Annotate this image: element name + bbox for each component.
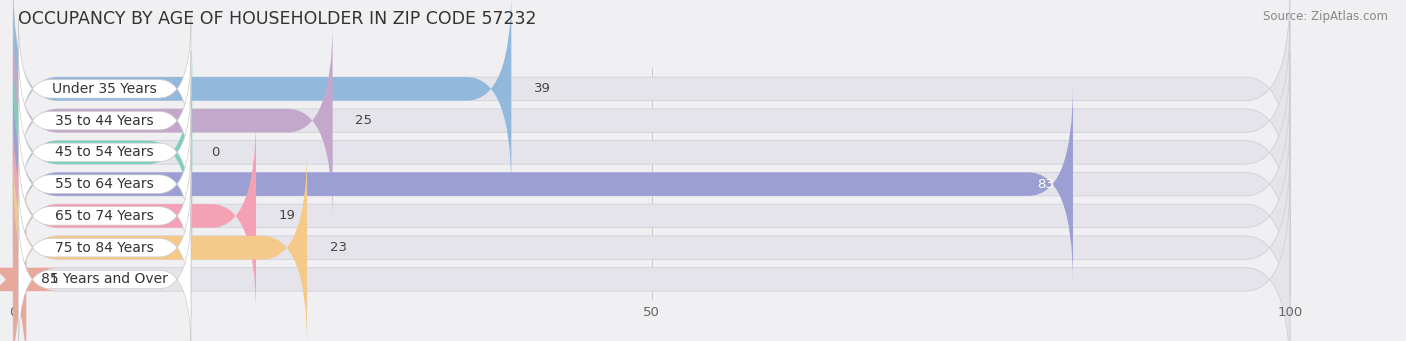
FancyBboxPatch shape [18, 19, 191, 159]
FancyBboxPatch shape [18, 178, 191, 318]
FancyBboxPatch shape [13, 21, 333, 220]
Text: 0: 0 [211, 146, 219, 159]
FancyBboxPatch shape [13, 53, 193, 252]
Text: 65 to 74 Years: 65 to 74 Years [55, 209, 155, 223]
Text: 83: 83 [1036, 178, 1053, 191]
Text: 75 to 84 Years: 75 to 84 Years [55, 241, 155, 255]
FancyBboxPatch shape [13, 0, 512, 188]
FancyBboxPatch shape [13, 21, 1289, 220]
FancyBboxPatch shape [0, 180, 58, 341]
FancyBboxPatch shape [18, 114, 191, 254]
Text: 23: 23 [330, 241, 347, 254]
Text: Under 35 Years: Under 35 Years [52, 82, 157, 96]
FancyBboxPatch shape [18, 82, 191, 223]
Text: 25: 25 [356, 114, 373, 127]
FancyBboxPatch shape [13, 117, 1289, 315]
Text: Source: ZipAtlas.com: Source: ZipAtlas.com [1263, 10, 1388, 23]
Text: 55 to 64 Years: 55 to 64 Years [55, 177, 155, 191]
FancyBboxPatch shape [13, 0, 1289, 188]
Text: 85 Years and Over: 85 Years and Over [41, 272, 169, 286]
Text: OCCUPANCY BY AGE OF HOUSEHOLDER IN ZIP CODE 57232: OCCUPANCY BY AGE OF HOUSEHOLDER IN ZIP C… [18, 10, 537, 28]
Text: 35 to 44 Years: 35 to 44 Years [55, 114, 155, 128]
FancyBboxPatch shape [13, 148, 1289, 341]
FancyBboxPatch shape [13, 53, 1289, 252]
FancyBboxPatch shape [18, 146, 191, 286]
FancyBboxPatch shape [13, 85, 1073, 284]
FancyBboxPatch shape [13, 180, 1289, 341]
FancyBboxPatch shape [13, 148, 307, 341]
FancyBboxPatch shape [13, 85, 1289, 284]
Text: 19: 19 [278, 209, 295, 222]
FancyBboxPatch shape [18, 50, 191, 191]
FancyBboxPatch shape [18, 209, 191, 341]
Text: 39: 39 [534, 82, 551, 95]
Text: 1: 1 [49, 273, 58, 286]
FancyBboxPatch shape [13, 117, 256, 315]
Text: 45 to 54 Years: 45 to 54 Years [55, 145, 155, 159]
